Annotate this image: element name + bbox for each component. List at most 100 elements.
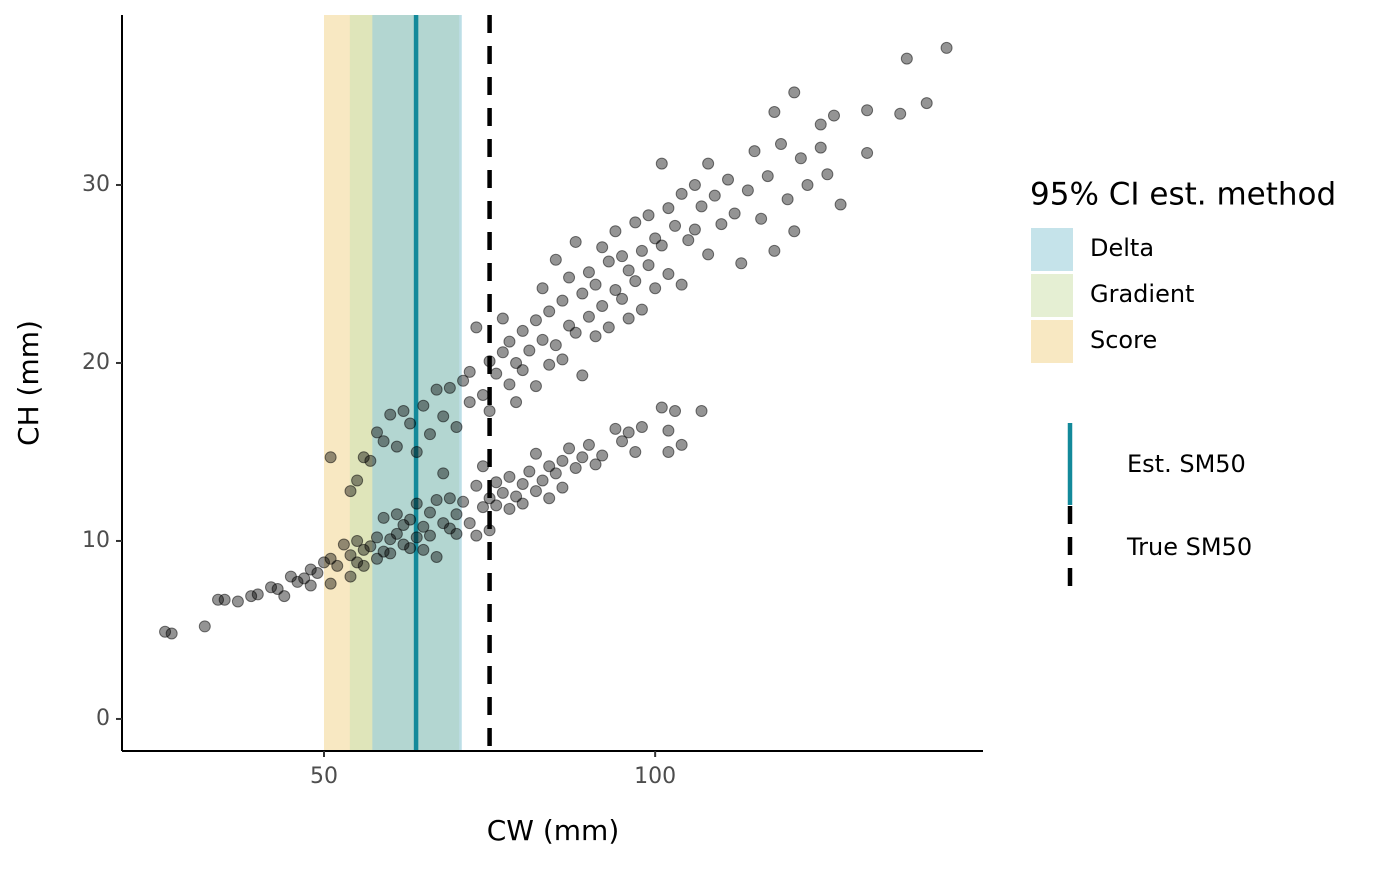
point xyxy=(417,520,430,533)
point xyxy=(602,255,615,268)
point xyxy=(470,321,483,334)
point xyxy=(523,465,536,478)
point xyxy=(476,389,489,402)
point xyxy=(311,567,324,580)
point xyxy=(556,454,569,467)
point xyxy=(357,543,370,556)
point xyxy=(231,595,244,608)
point xyxy=(450,527,463,540)
point xyxy=(549,339,562,352)
point xyxy=(735,257,748,270)
point xyxy=(397,538,410,551)
point xyxy=(404,542,417,555)
point xyxy=(529,380,542,393)
point xyxy=(569,235,582,248)
point xyxy=(476,460,489,473)
point xyxy=(523,344,536,357)
point xyxy=(774,138,787,151)
point xyxy=(377,435,390,448)
point xyxy=(410,497,423,510)
point xyxy=(788,86,801,99)
point xyxy=(616,250,629,263)
legend-label: Est. SM50 xyxy=(1127,450,1246,478)
y-tick-label: 10 xyxy=(82,528,110,553)
point xyxy=(423,428,436,441)
point xyxy=(470,529,483,542)
x-tick-label: 100 xyxy=(634,764,676,789)
point xyxy=(768,244,781,257)
point xyxy=(609,283,622,296)
point xyxy=(450,421,463,434)
point xyxy=(404,417,417,430)
point xyxy=(496,312,509,325)
point xyxy=(741,184,754,197)
point xyxy=(251,588,264,601)
point xyxy=(370,426,383,439)
point xyxy=(596,300,609,313)
point xyxy=(669,405,682,418)
point xyxy=(404,513,417,526)
point xyxy=(470,479,483,492)
y-axis-title: CH (mm) xyxy=(12,320,45,446)
point xyxy=(688,223,701,236)
point xyxy=(443,381,456,394)
point xyxy=(331,559,344,572)
point xyxy=(589,330,602,343)
point xyxy=(543,492,556,505)
point xyxy=(834,198,847,211)
x-axis-title: CW (mm) xyxy=(487,814,620,847)
legend-label: Gradient xyxy=(1090,280,1194,308)
point xyxy=(556,294,569,307)
point xyxy=(483,355,496,368)
point xyxy=(940,41,953,54)
x-tick-label: 50 xyxy=(310,764,338,789)
point xyxy=(278,590,291,603)
point xyxy=(576,287,589,300)
point xyxy=(417,399,430,412)
point xyxy=(722,173,735,186)
point xyxy=(549,253,562,266)
point xyxy=(814,118,827,131)
point xyxy=(582,438,595,451)
point xyxy=(569,461,582,474)
point xyxy=(457,374,470,387)
point xyxy=(695,200,708,213)
legend-key xyxy=(1031,228,1073,271)
point xyxy=(861,104,874,117)
point xyxy=(662,445,675,458)
point xyxy=(503,335,516,348)
point xyxy=(516,478,529,491)
point xyxy=(695,405,708,418)
point xyxy=(304,579,317,592)
point xyxy=(450,508,463,521)
point xyxy=(861,146,874,159)
point xyxy=(318,556,331,569)
point xyxy=(635,303,648,316)
point xyxy=(503,470,516,483)
point xyxy=(827,109,840,122)
point xyxy=(675,278,688,291)
point xyxy=(423,506,436,519)
point xyxy=(390,440,403,453)
point xyxy=(324,577,337,590)
point xyxy=(728,207,741,220)
point xyxy=(377,511,390,524)
point xyxy=(476,501,489,514)
point xyxy=(430,383,443,396)
legend-label: Delta xyxy=(1090,234,1154,262)
point xyxy=(602,321,615,334)
point xyxy=(344,570,357,583)
point xyxy=(576,451,589,464)
point xyxy=(337,538,350,551)
y-tick-label: 0 xyxy=(96,706,110,731)
point xyxy=(814,141,827,154)
point xyxy=(529,485,542,498)
point xyxy=(437,410,450,423)
point xyxy=(708,189,721,202)
point xyxy=(755,212,768,225)
point xyxy=(609,422,622,435)
point xyxy=(344,485,357,498)
point xyxy=(616,435,629,448)
point xyxy=(357,559,370,572)
legend-label: True SM50 xyxy=(1126,533,1252,561)
